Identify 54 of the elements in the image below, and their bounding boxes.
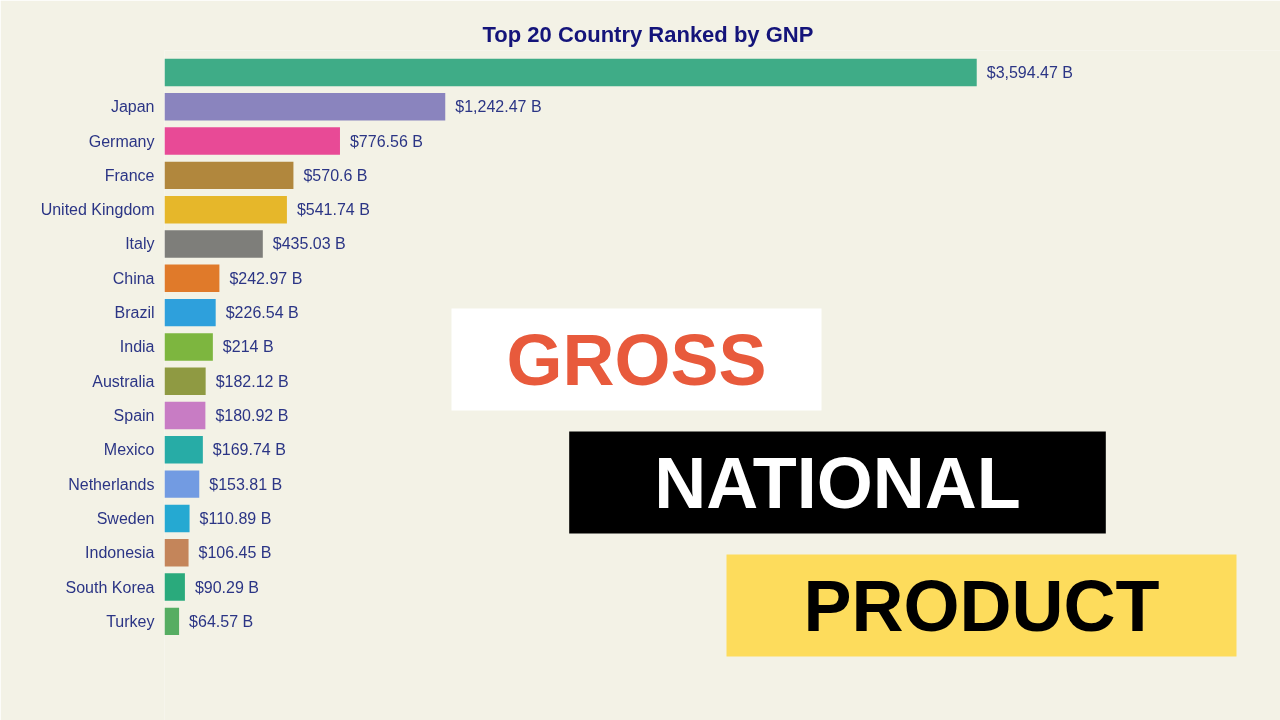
data-label: $541.74 B: [296, 201, 370, 219]
bar: [164, 298, 216, 327]
y-tick-label: Germany: [88, 132, 155, 150]
data-label: $570.6 B: [303, 166, 368, 184]
data-label: $776.56 B: [349, 132, 423, 150]
bar: [164, 333, 213, 361]
y-tick-label: China: [112, 269, 155, 287]
data-label: $242.97 B: [229, 269, 303, 287]
data-label: $1,242.47 B: [455, 98, 542, 116]
y-tick-label: India: [119, 338, 155, 356]
y-tick-label: Australia: [92, 372, 155, 390]
data-label: $153.81 B: [209, 475, 283, 493]
y-tick-label: United Kingdom: [40, 201, 155, 219]
bar: [164, 264, 220, 293]
bar: [164, 230, 263, 258]
y-tick-label: Netherlands: [68, 475, 155, 493]
bar: [164, 470, 200, 498]
y-tick-label: Italy: [125, 235, 155, 253]
data-label: $90.29 B: [194, 578, 259, 596]
data-label: $169.74 B: [212, 441, 286, 459]
data-label: $110.89 B: [199, 509, 272, 527]
data-label: $226.54 B: [225, 304, 299, 322]
annotation: NATIONAL: [654, 442, 1021, 523]
bar: [164, 539, 189, 567]
chart-title: Top 20 Country Ranked by GNP: [482, 21, 814, 47]
y-tick-label: Indonesia: [85, 544, 155, 562]
bar: [164, 401, 206, 430]
data-label: $180.92 B: [215, 407, 289, 425]
bar: [164, 367, 206, 395]
data-label: $64.57 B: [189, 612, 254, 630]
annotation: PRODUCT: [803, 565, 1160, 646]
data-label: $106.45 B: [198, 544, 272, 562]
bar: [164, 504, 190, 533]
bar: [164, 58, 977, 87]
data-label: $3,594.47 B: [986, 63, 1074, 81]
data-label: $435.03 B: [272, 235, 346, 253]
y-tick-label: Sweden: [96, 509, 155, 527]
data-label: $182.12 B: [215, 372, 289, 390]
bar: [164, 573, 185, 601]
y-tick-label: France: [104, 166, 155, 184]
bar: [164, 161, 294, 190]
annotation: GROSS: [506, 319, 767, 400]
y-tick-label: Mexico: [103, 441, 155, 459]
bar: [164, 195, 287, 224]
y-tick-label: South Korea: [65, 578, 155, 596]
bar: [164, 607, 180, 636]
bar: [164, 436, 203, 464]
bar: [164, 93, 446, 121]
data-label: $214 B: [222, 338, 274, 356]
y-tick-label: Turkey: [106, 612, 155, 630]
bar: [164, 127, 340, 155]
y-tick-label: Brazil: [114, 304, 155, 322]
y-tick-label: Japan: [110, 98, 155, 116]
y-tick-label: Spain: [113, 407, 155, 425]
